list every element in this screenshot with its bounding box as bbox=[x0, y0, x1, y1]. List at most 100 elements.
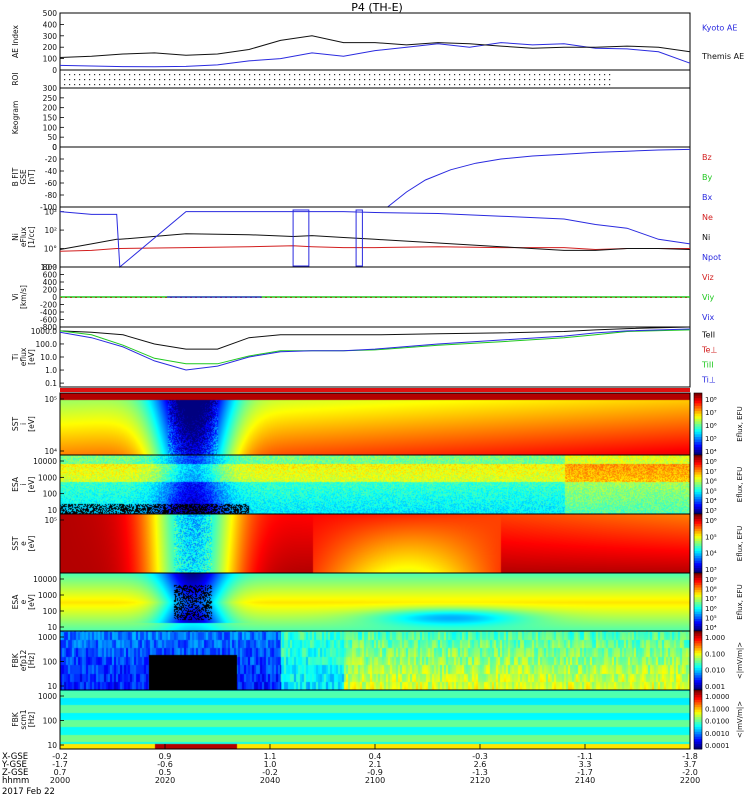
roi-dot bbox=[534, 79, 536, 81]
ylabel-sst_e: e bbox=[19, 541, 28, 546]
ytick-label-keogram: 250 bbox=[43, 94, 58, 103]
colorbar-esa_e bbox=[694, 616, 702, 620]
footer-z-value: 0.7 bbox=[54, 768, 67, 777]
roi-dot bbox=[114, 84, 116, 86]
colorbar-label-esa_i: 10⁷ bbox=[705, 468, 717, 476]
footer-y-value: 3.7 bbox=[684, 760, 697, 769]
roi-dot bbox=[414, 74, 416, 76]
ytick-label-ti: 10.0 bbox=[40, 353, 57, 362]
roi-dot bbox=[174, 74, 176, 76]
roi-dot bbox=[209, 74, 211, 76]
roi-dot bbox=[204, 74, 206, 76]
colorbar-esa_i bbox=[694, 459, 702, 463]
roi-dot bbox=[324, 84, 326, 86]
colorbar-sst_i bbox=[694, 405, 702, 409]
roi-dot bbox=[124, 84, 126, 86]
colorbar-sst_i bbox=[694, 413, 702, 417]
roi-dot bbox=[129, 84, 131, 86]
colorbar-fbk_b bbox=[694, 702, 702, 706]
colorbar-esa_i bbox=[694, 477, 702, 481]
legend-ni: Ne bbox=[702, 213, 713, 222]
roi-dot bbox=[194, 74, 196, 76]
colorbar-esa_i bbox=[694, 472, 702, 476]
roi-dot bbox=[134, 74, 136, 76]
colorbar-sst_e bbox=[694, 516, 702, 520]
roi-dot bbox=[529, 74, 531, 76]
footer-y-value: -0.6 bbox=[157, 760, 173, 769]
ylabel-sst_e: [eV] bbox=[27, 536, 36, 552]
colorbar-fbk_b bbox=[694, 741, 702, 745]
ytick-label-keogram: 100 bbox=[43, 123, 58, 132]
roi-dot bbox=[299, 79, 301, 81]
colorbar-sst_e bbox=[694, 543, 702, 547]
roi-dot bbox=[604, 74, 606, 76]
roi-dot bbox=[354, 84, 356, 86]
roi-dot bbox=[209, 79, 211, 81]
roi-dot bbox=[359, 74, 361, 76]
footer-time-value: 2100 bbox=[365, 776, 385, 785]
colorbar-esa_i bbox=[694, 457, 702, 461]
colorbar-esa_e bbox=[694, 587, 702, 591]
roi-dot bbox=[554, 84, 556, 86]
colorbar-label-esa_i: 10⁴ bbox=[705, 497, 717, 505]
roi-dot bbox=[349, 74, 351, 76]
colorbar-frame-fbk_b bbox=[693, 689, 703, 750]
roi-dot bbox=[269, 79, 271, 81]
roi-dot bbox=[164, 74, 166, 76]
legend-bfit: Bx bbox=[702, 193, 712, 202]
colorbar-label-fbk_e: 0.100 bbox=[705, 650, 725, 658]
colorbar-fbk_e bbox=[694, 665, 702, 669]
roi-dot bbox=[449, 79, 451, 81]
colorbar-fbk_e bbox=[694, 662, 702, 666]
ytick-label-esa_i: 100 bbox=[43, 490, 58, 499]
colorbar-sst_i bbox=[694, 431, 702, 435]
colorbar-fbk_e bbox=[694, 653, 702, 657]
footer-x-value: 0.4 bbox=[369, 752, 382, 761]
roi-dot bbox=[129, 74, 131, 76]
roi-dot bbox=[499, 79, 501, 81]
colorbar-fbk_e bbox=[694, 660, 702, 664]
roi-dot bbox=[149, 74, 151, 76]
colorbar-title-fbk_b: <|mV/m|> bbox=[736, 701, 744, 738]
roi-dot bbox=[424, 79, 426, 81]
roi-dot bbox=[84, 74, 86, 76]
ytick-label-ae: 100 bbox=[43, 55, 58, 64]
roi-dot bbox=[79, 79, 81, 81]
colorbar-sst_e bbox=[694, 545, 702, 549]
roi-dot bbox=[154, 79, 156, 81]
roi-dot bbox=[229, 84, 231, 86]
colorbar-fbk_e bbox=[694, 655, 702, 659]
roi-dot bbox=[319, 84, 321, 86]
roi-dot bbox=[289, 79, 291, 81]
roi-dot bbox=[474, 84, 476, 86]
legend-ti: Te⊥ bbox=[701, 346, 717, 355]
legend-ni: Ni bbox=[702, 233, 710, 242]
roi-dot bbox=[344, 84, 346, 86]
colorbar-label-esa_i: 10⁶ bbox=[705, 478, 717, 486]
ytick-label-esa_i: 10 bbox=[47, 506, 57, 515]
roi-dot bbox=[514, 84, 516, 86]
colorbar-fbk_e bbox=[694, 672, 702, 676]
colorbar-label-fbk_b: 0.1000 bbox=[705, 705, 730, 713]
roi-dot bbox=[404, 84, 406, 86]
roi-dot bbox=[374, 84, 376, 86]
roi-dot bbox=[499, 84, 501, 86]
roi-dot bbox=[574, 74, 576, 76]
colorbar-fbk_b bbox=[694, 721, 702, 725]
ylabel-keogram: Keogram bbox=[11, 101, 20, 135]
ylabel-ti: Ti bbox=[11, 354, 20, 361]
roi-dot bbox=[174, 79, 176, 81]
heatmap-esa_e bbox=[60, 573, 690, 631]
roi-dot bbox=[414, 79, 416, 81]
colorbar-esa_e bbox=[694, 582, 702, 586]
roi-dot bbox=[599, 79, 601, 81]
colorbar-esa_i bbox=[694, 501, 702, 505]
roi-dot bbox=[489, 84, 491, 86]
roi-dot bbox=[389, 79, 391, 81]
legend-vi: Viy bbox=[702, 293, 715, 302]
ytick-label-vi: -800 bbox=[40, 323, 57, 332]
ytick-label-ae: 200 bbox=[43, 43, 58, 52]
colorbar-fbk_e bbox=[694, 677, 702, 681]
roi-dot bbox=[569, 84, 571, 86]
